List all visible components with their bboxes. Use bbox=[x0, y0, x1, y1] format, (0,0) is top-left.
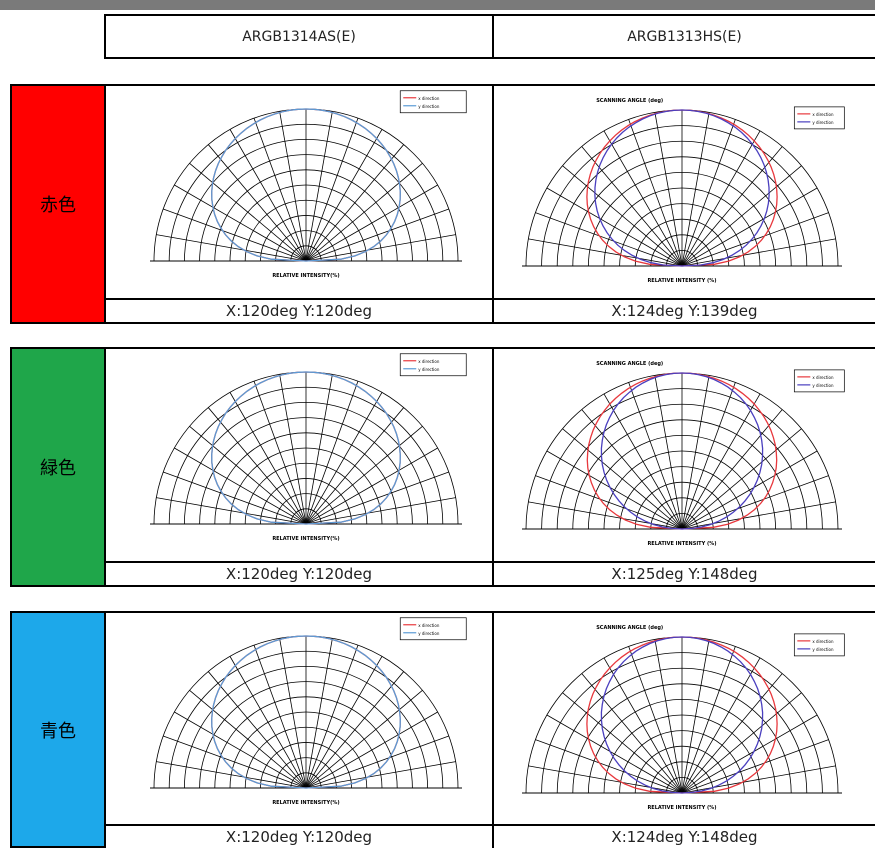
chart-title: SCANNING ANGLE (deg) bbox=[596, 361, 663, 367]
header-model-b: ARGB1313HS(E) bbox=[492, 14, 875, 59]
row-label-green-text: 緑色 bbox=[40, 458, 76, 479]
chart-cell-green-a: x direction y direction RELATIVE INTENSITY… bbox=[104, 347, 494, 587]
angle-caption-green-a: X:120deg Y:120deg bbox=[106, 561, 492, 585]
polar-chart-blue-a: x direction y direction RELATIVE INTENSITY… bbox=[150, 617, 467, 806]
row-label-red: 赤色 bbox=[10, 84, 106, 324]
chart-cell-red-b: x direction y direction RELATIVE INTENSITY… bbox=[492, 84, 875, 324]
chart-title: SCANNING ANGLE (deg) bbox=[596, 98, 663, 104]
chart-xlabel: RELATIVE INTENSITY(%) bbox=[272, 273, 339, 279]
y-direction-curve bbox=[600, 636, 764, 794]
y-direction-curve bbox=[211, 371, 401, 525]
angle-caption-blue-a: X:120deg Y:120deg bbox=[106, 824, 492, 848]
polar-chart-green-b: x direction y direction RELATIVE INTENSITY… bbox=[522, 361, 845, 547]
chart-cell-green-b: x direction y direction RELATIVE INTENSITY… bbox=[492, 347, 875, 587]
chart-cell-blue-b: x direction y direction RELATIVE INTENSITY… bbox=[492, 611, 875, 848]
polar-grid bbox=[522, 372, 842, 530]
chart-xlabel: RELATIVE INTENSITY(%) bbox=[272, 800, 339, 806]
polar-chart-blue-b: x direction y direction RELATIVE INTENSITY… bbox=[522, 625, 845, 811]
header-model-a: ARGB1314AS(E) bbox=[104, 14, 494, 59]
legend-y-label: y direction bbox=[418, 104, 440, 109]
chart-cell-blue-a: x direction y direction RELATIVE INTENSITY… bbox=[104, 611, 494, 848]
legend-x-label: x direction bbox=[418, 96, 440, 101]
legend-y-label: y direction bbox=[812, 383, 834, 388]
legend-y-label: y direction bbox=[812, 120, 834, 125]
chart-legend: x direction y direction bbox=[399, 617, 467, 641]
legend-x-label: x direction bbox=[418, 623, 440, 628]
polar-grid bbox=[522, 109, 842, 267]
angle-caption-red-b: X:124deg Y:139deg bbox=[494, 298, 875, 322]
row-label-red-text: 赤色 bbox=[40, 195, 76, 216]
polar-chart-red-b: x direction y direction RELATIVE INTENSITY… bbox=[522, 98, 845, 284]
y-direction-curve bbox=[600, 372, 764, 530]
y-direction-curve bbox=[211, 635, 401, 789]
chart-legend: x direction y direction bbox=[399, 353, 467, 377]
row-label-blue-text: 青色 bbox=[40, 720, 76, 742]
chart-xlabel: RELATIVE INTENSITY (%) bbox=[647, 541, 716, 547]
legend-x-label: x direction bbox=[418, 359, 440, 364]
chart-cell-red-a: x direction y direction RELATIVE INTENSITY… bbox=[104, 84, 494, 324]
angle-caption-green-b: X:125deg Y:148deg bbox=[494, 561, 875, 585]
polar-grid bbox=[522, 636, 842, 794]
y-direction-curve bbox=[594, 109, 770, 267]
polar-grid bbox=[150, 371, 462, 525]
chart-legend: x direction y direction bbox=[793, 106, 845, 130]
legend-x-label: x direction bbox=[812, 375, 834, 380]
legend-y-label: y direction bbox=[418, 631, 440, 636]
angle-caption-red-a: X:120deg Y:120deg bbox=[106, 298, 492, 322]
legend-x-label: x direction bbox=[812, 112, 834, 117]
chart-legend: x direction y direction bbox=[793, 633, 845, 657]
polar-grid bbox=[150, 635, 462, 789]
row-label-blue: 青色 bbox=[10, 611, 106, 848]
y-direction-curve bbox=[211, 108, 401, 262]
row-label-green: 緑色 bbox=[10, 347, 106, 587]
angle-caption-blue-b: X:124deg Y:148deg bbox=[494, 824, 875, 848]
chart-xlabel: RELATIVE INTENSITY (%) bbox=[647, 805, 716, 811]
polar-grid bbox=[150, 108, 462, 262]
chart-legend: x direction y direction bbox=[793, 369, 845, 393]
legend-y-label: y direction bbox=[418, 367, 440, 372]
legend-x-label: x direction bbox=[812, 639, 834, 644]
chart-title: SCANNING ANGLE (deg) bbox=[596, 625, 663, 631]
chart-legend: x direction y direction bbox=[399, 90, 467, 114]
chart-xlabel: RELATIVE INTENSITY (%) bbox=[647, 278, 716, 284]
legend-y-label: y direction bbox=[812, 647, 834, 652]
chart-xlabel: RELATIVE INTENSITY(%) bbox=[272, 536, 339, 542]
polar-chart-green-a: x direction y direction RELATIVE INTENSITY… bbox=[150, 353, 467, 542]
polar-chart-red-a: x direction y direction RELATIVE INTENSITY… bbox=[150, 90, 467, 279]
